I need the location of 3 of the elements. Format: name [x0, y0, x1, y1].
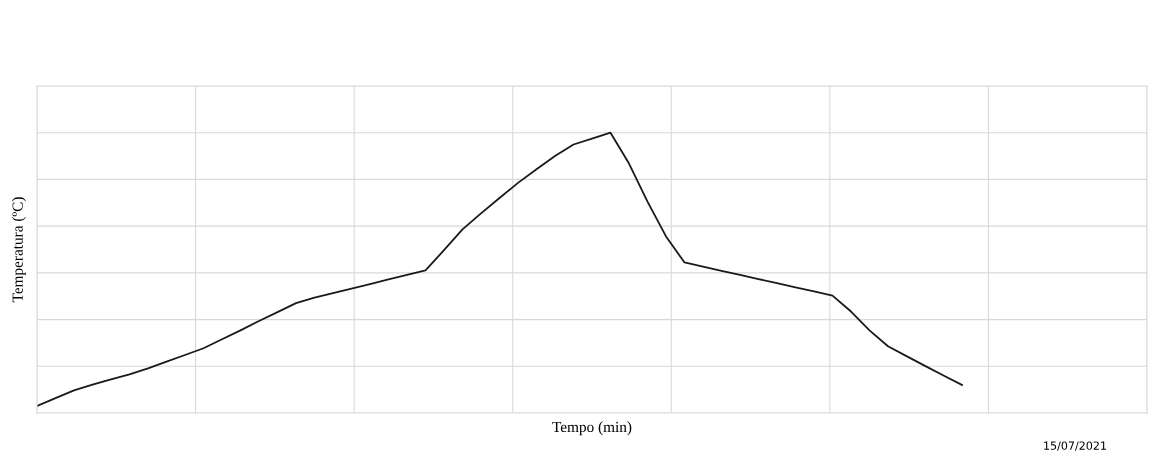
text: 15/07/2021 — [1044, 441, 1106, 451]
y-axis-title: Temperatura (ºC) — [12, 197, 26, 303]
x-axis-title: Tempo (min) — [552, 421, 632, 436]
